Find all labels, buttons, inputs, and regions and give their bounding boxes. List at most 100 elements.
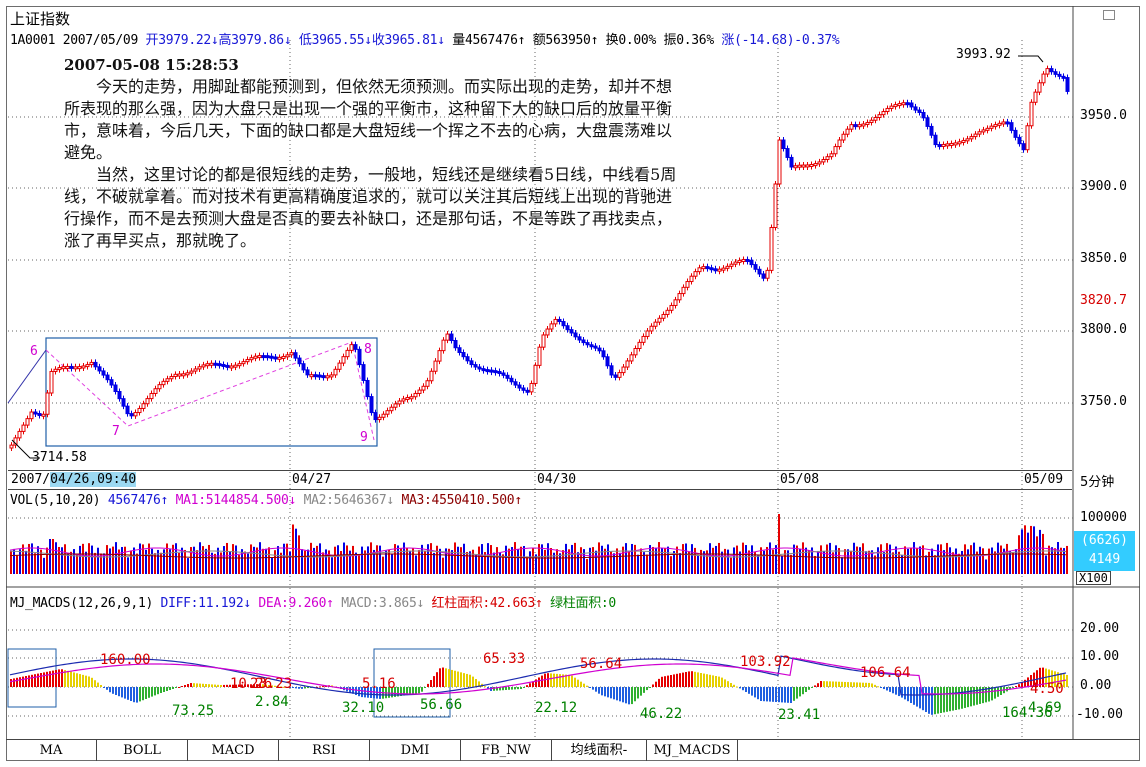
candle-body [17, 430, 22, 439]
volume-bar [943, 550, 945, 574]
tab-boll[interactable]: BOLL [97, 740, 188, 761]
macd-bar [940, 687, 942, 713]
volume-bar [268, 547, 270, 574]
volume-bar [871, 550, 873, 574]
tab-ma[interactable]: MA [6, 740, 97, 761]
macd-bar [37, 673, 39, 687]
tab-dmi[interactable]: DMI [370, 740, 461, 761]
macd-bar [52, 670, 54, 687]
macd-bar [124, 687, 126, 699]
candle-body [905, 102, 910, 106]
candle-body [501, 372, 506, 376]
candle-body [381, 413, 386, 418]
macd-bar [169, 687, 171, 690]
candle-body [293, 352, 298, 359]
candle-body [749, 259, 754, 266]
volume-bar [592, 547, 594, 574]
macd-bar [151, 687, 153, 697]
volume-bar [544, 549, 546, 574]
volume-bar [136, 553, 138, 574]
macd-bar [667, 675, 669, 687]
volume-bar [667, 546, 669, 574]
volume-bar [994, 551, 996, 574]
volume-bar [976, 551, 978, 574]
macd-bar [409, 687, 411, 695]
macd-bar [874, 684, 876, 687]
tab-mj-macds[interactable]: MJ_MACDS [647, 740, 738, 761]
volume-bar [322, 552, 324, 574]
volume-bar [580, 547, 582, 574]
volume-bar [553, 552, 555, 574]
macd-bar [175, 687, 177, 688]
candle-body [817, 161, 822, 165]
volume-bar [835, 545, 837, 574]
candle-body [337, 362, 342, 370]
volume-bar [736, 545, 738, 574]
macd-bar [298, 687, 300, 689]
volume-bar [676, 546, 678, 574]
macd-bar [790, 687, 792, 703]
volume-bar [613, 553, 615, 574]
volume-bar [565, 543, 567, 574]
candle-body [561, 321, 566, 327]
macd-area-label: 73.25 [172, 703, 215, 719]
macd-bar [208, 684, 210, 687]
tab-fb-nw[interactable]: FB_NW [461, 740, 552, 761]
volume-bar [1018, 535, 1020, 574]
macd-bar [97, 682, 99, 687]
candle-body [285, 354, 290, 358]
candle-body [825, 156, 830, 161]
macd-green-area: 绿柱面积:0 [550, 596, 616, 611]
macd-bar [286, 687, 288, 688]
tab-macd[interactable]: MACD [188, 740, 279, 761]
volume-bar [895, 546, 897, 574]
volume-bar [34, 553, 36, 574]
candle-body [857, 124, 862, 128]
tab-ma-area[interactable]: 均线面积- [552, 740, 647, 761]
macd-bar [505, 687, 507, 690]
macd-bar [982, 687, 984, 704]
macd-bar [529, 683, 531, 687]
macd-bar [913, 687, 915, 705]
macd-bar [751, 687, 753, 696]
restore-icon[interactable] [1103, 10, 1115, 20]
candle-body [761, 273, 766, 279]
macd-bar [13, 678, 15, 687]
volume-bar [805, 547, 807, 574]
volume-bar [118, 549, 120, 574]
period-selector[interactable]: 5分钟 [1080, 475, 1115, 490]
volume-bar [439, 548, 441, 574]
macd-bar [865, 682, 867, 687]
volume-bar [391, 553, 393, 574]
candle-body [249, 357, 254, 361]
tab-rsi[interactable]: RSI [279, 740, 370, 761]
macd-bar [679, 673, 681, 687]
axis-year: 2007/04/26,09:40 [11, 472, 137, 487]
candle-body [105, 374, 110, 381]
macd-area-label: 23.23 [250, 676, 293, 692]
macd-bar [823, 681, 825, 687]
volume-bar [715, 545, 717, 574]
macd-bar [706, 674, 708, 687]
candle-body [605, 356, 610, 367]
volume-bar [397, 545, 399, 574]
macd-bar [748, 687, 750, 694]
volume-bar [19, 549, 21, 574]
macd-bar [163, 687, 165, 692]
macd-bar [79, 674, 81, 687]
volume-bar [262, 548, 264, 574]
volume-bar [589, 547, 591, 574]
macd-bar [49, 671, 51, 687]
macd-bar [742, 687, 744, 691]
candle-body [209, 362, 214, 366]
volume-cursor-box: (6626) 4149 [1074, 531, 1135, 571]
price-tick: 3900.0 [1080, 179, 1127, 194]
macd-bar [292, 687, 294, 688]
macd-bar [613, 687, 615, 700]
turnover-value: 换0.00% [605, 33, 657, 48]
macd-red-area: 红柱面积:42.663↑ [431, 596, 543, 611]
volume-bar [595, 550, 597, 574]
candle-body [941, 143, 946, 147]
candle-body [681, 286, 686, 295]
macd-bar [556, 673, 558, 687]
